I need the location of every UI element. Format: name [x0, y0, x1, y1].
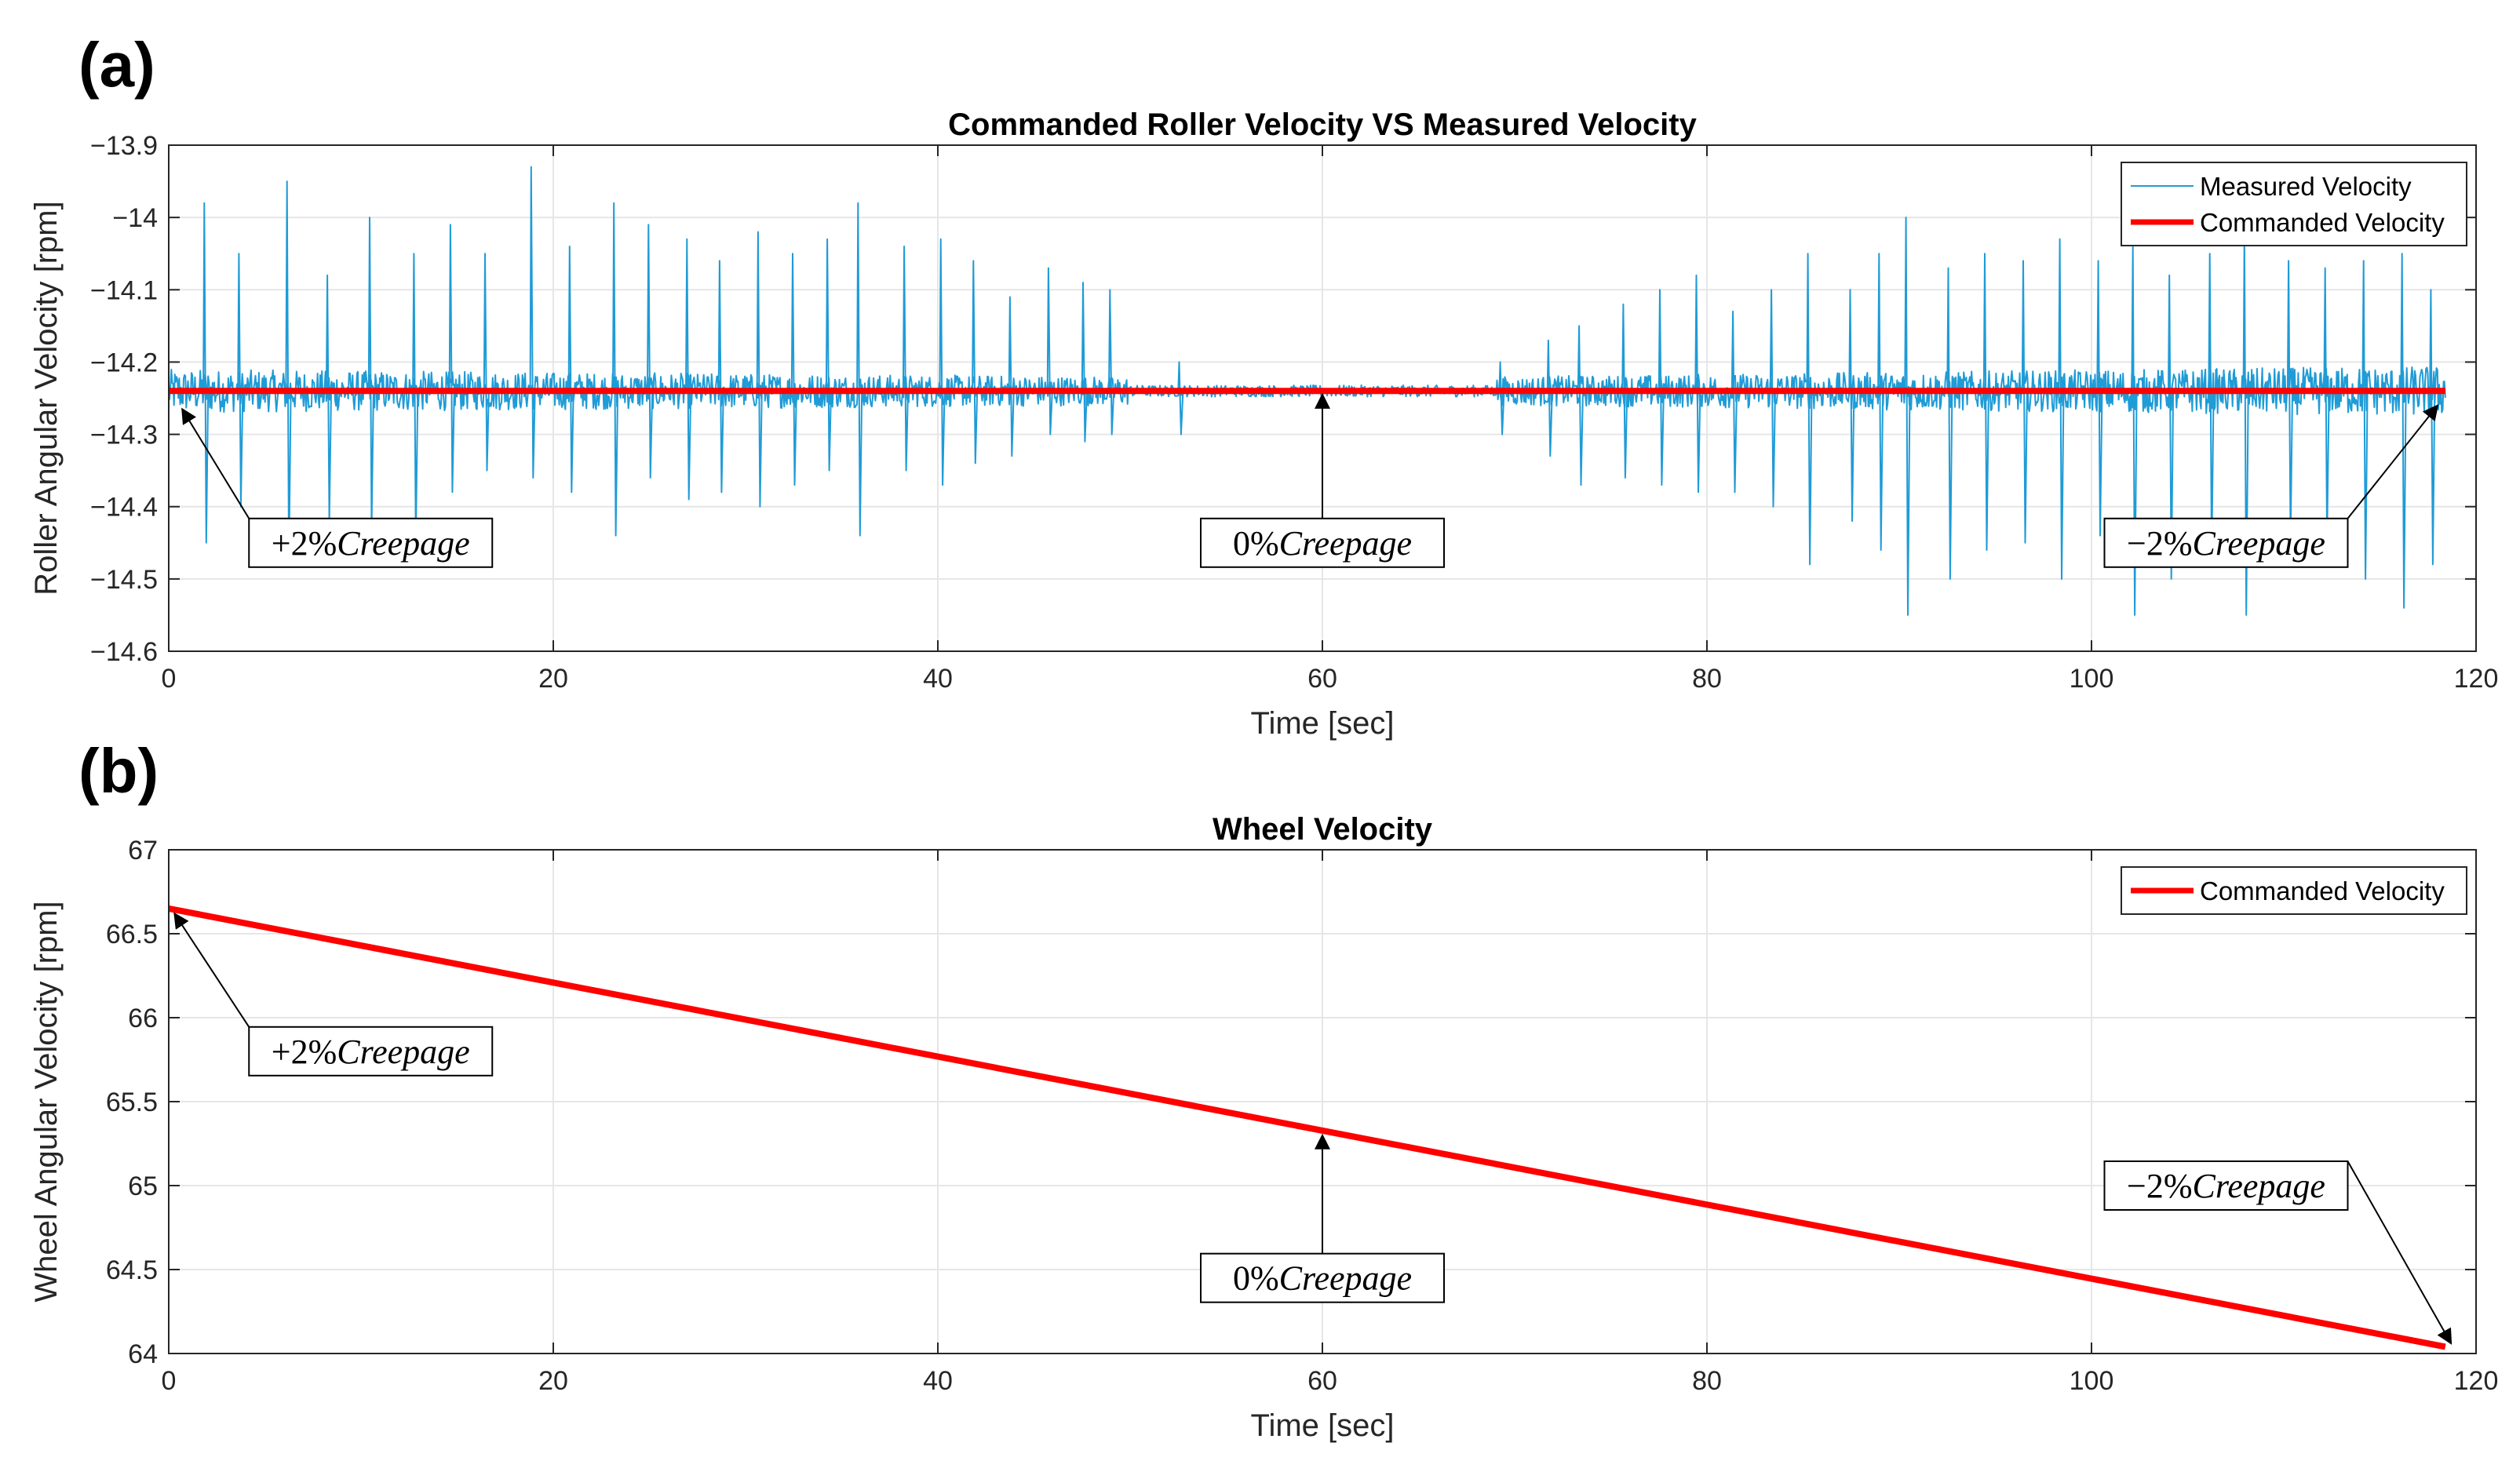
annotation-percent: 0% — [1233, 1259, 1279, 1298]
annotation-percent: −2% — [2127, 524, 2192, 563]
ticks: 0 20 40 60 80 100 120 −13.9 −14 −14.1 −14.2 −14.3 −1… — [90, 131, 2498, 694]
panel-b: (b) Wheel Velocity 0 20 40 60 80 100 120 64 64.5… — [29, 736, 2498, 1443]
y-tick-label: −14 — [112, 203, 158, 233]
x-tick-label: 20 — [538, 664, 568, 694]
annotation-box — [1200, 1252, 1445, 1303]
y-tick-label: −14.4 — [90, 493, 158, 523]
annotation-label: −2%Creepage — [2127, 1167, 2325, 1205]
panel-label: (b) — [78, 736, 159, 806]
series-group — [168, 905, 2446, 1350]
annotation-box — [2103, 517, 2349, 568]
legend: Commanded Velocity — [2121, 866, 2467, 915]
x-tick-label: 80 — [1692, 1366, 1722, 1396]
annotation-box — [2103, 1160, 2349, 1211]
legend: Measured Velocity Commanded Velocity — [2121, 162, 2467, 246]
x-tick-label: 0 — [162, 664, 177, 694]
y-tick-label: 65.5 — [106, 1088, 158, 1117]
y-tick-label: −13.9 — [90, 131, 158, 161]
y-tick-label: 66 — [128, 1004, 158, 1033]
legend-label: Commanded Velocity — [2200, 876, 2445, 905]
annotation-arrow — [181, 407, 250, 519]
y-tick-label: 65 — [128, 1171, 158, 1201]
annotation-percent: 0% — [1233, 524, 1279, 563]
x-tick-label: 120 — [2454, 664, 2499, 694]
x-tick-label: 0 — [162, 1366, 177, 1396]
y-tick-label: −14.2 — [90, 348, 158, 377]
y-axis-label: Roller Angular Velocity [rpm] — [29, 201, 64, 595]
x-tick-label: 100 — [2070, 664, 2114, 694]
annotation-label: 0%Creepage — [1233, 524, 1412, 563]
ticks: 0 20 40 60 80 100 120 64 64.5 65 65.5 66 66.5 67 — [106, 836, 2499, 1396]
x-tick-label: 20 — [538, 1366, 568, 1396]
y-tick-label: −14.6 — [90, 637, 158, 667]
y-tick-label: −14.5 — [90, 565, 158, 595]
y-tick-label: 66.5 — [106, 920, 158, 949]
x-tick-label: 100 — [2070, 1366, 2114, 1396]
x-tick-label: 60 — [1307, 1366, 1337, 1396]
annotation-box — [248, 1026, 494, 1077]
x-tick-label: 80 — [1692, 664, 1722, 694]
annotation-box — [248, 517, 494, 568]
annotation-word: Creepage — [337, 524, 469, 563]
y-tick-label: −14.3 — [90, 421, 158, 450]
measured-velocity-line — [168, 166, 2446, 616]
y-tick-label: 64 — [128, 1339, 158, 1369]
x-axis-label: Time [sec] — [1251, 706, 1395, 741]
annotation-label: 0%Creepage — [1233, 1259, 1412, 1298]
annotation-arrow — [173, 912, 250, 1028]
y-axis-label: Wheel Angular Velocity [rpm] — [29, 901, 64, 1302]
y-tick-label: 67 — [128, 836, 158, 865]
commanded-velocity-line — [168, 905, 2446, 1350]
x-tick-label: 40 — [923, 1366, 953, 1396]
series-group — [168, 166, 2446, 616]
annotation-percent: +2% — [272, 524, 337, 563]
annotation-label: −2%Creepage — [2127, 524, 2325, 563]
annotation-word: Creepage — [2193, 524, 2325, 563]
annotation-word: Creepage — [1279, 1259, 1412, 1298]
annotation-word: Creepage — [1279, 524, 1412, 563]
annotation-label: +2%Creepage — [272, 524, 470, 563]
annotation-arrow — [2347, 1160, 2453, 1345]
legend-label: Commanded Velocity — [2200, 208, 2445, 237]
annotation-percent: +2% — [272, 1033, 337, 1071]
panel-a: (a) Commanded Roller Velocity VS Measure… — [29, 30, 2498, 741]
x-tick-label: 60 — [1307, 664, 1337, 694]
legend-box — [2121, 162, 2467, 246]
y-tick-label: 64.5 — [106, 1255, 158, 1285]
annotation-box — [1200, 517, 1445, 568]
legend-label: Measured Velocity — [2200, 172, 2412, 201]
annotation-label: +2%Creepage — [272, 1033, 470, 1071]
panel-label: (a) — [78, 30, 155, 100]
x-axis-label: Time [sec] — [1251, 1408, 1395, 1443]
y-tick-label: −14.1 — [90, 275, 158, 305]
annotation-arrow — [2347, 404, 2439, 519]
annotation-word: Creepage — [2193, 1167, 2325, 1205]
chart-title: Commanded Roller Velocity VS Measured Ve… — [948, 107, 1697, 142]
chart-title: Wheel Velocity — [1213, 812, 1433, 847]
x-tick-label: 40 — [923, 664, 953, 694]
x-tick-label: 120 — [2454, 1366, 2499, 1396]
annotation-word: Creepage — [337, 1033, 469, 1071]
annotation-percent: −2% — [2127, 1167, 2192, 1205]
